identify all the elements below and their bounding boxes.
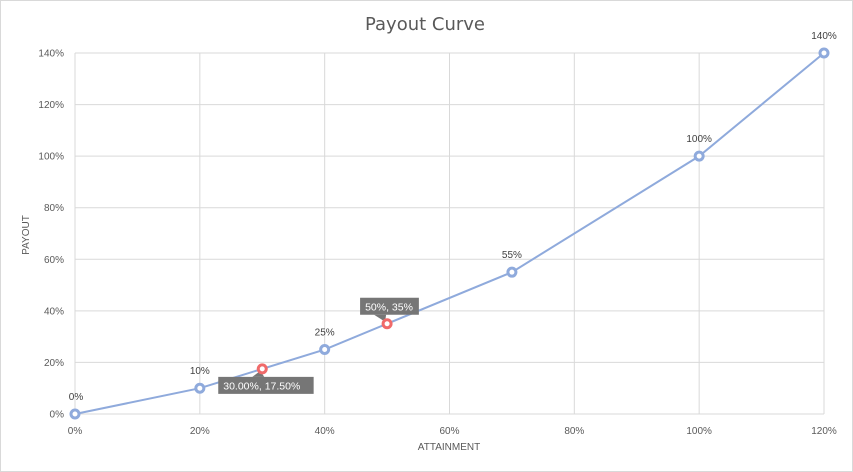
callout-label: 30.00%, 17.50% [223,380,300,392]
x-tick-label: 0% [68,426,83,437]
x-tick-label: 40% [315,426,335,437]
x-tick-label: 80% [564,426,584,437]
x-tick-label: 20% [190,426,210,437]
data-label: 0% [69,392,84,403]
data-label: 55% [502,250,522,261]
y-tick-label: 40% [44,306,64,317]
y-tick-label: 80% [44,203,64,214]
highlight-point[interactable] [381,318,393,330]
x-tick-label: 120% [811,426,837,437]
highlight-callout: 50%, 35% [360,297,419,322]
data-point[interactable] [194,382,206,394]
data-label: 10% [190,366,210,377]
y-tick-label: 60% [44,255,64,266]
y-tick-label: 100% [38,152,64,163]
gridlines [74,52,825,415]
callout-box [218,376,314,394]
callout-box [360,297,419,315]
data-point[interactable] [506,266,518,278]
data-point[interactable] [319,344,331,356]
chart-title: Payout Curve [365,14,485,35]
y-tick-label: 120% [38,100,64,111]
data-label: 25% [315,328,335,339]
x-axis-title: ATTAINMENT [418,442,480,453]
y-tick-label: 20% [44,358,64,369]
y-tick-label: 140% [38,49,64,60]
highlight-callout: 30.00%, 17.50% [218,370,314,394]
y-axis-title: PAYOUT [21,215,32,255]
data-point[interactable] [693,150,705,162]
data-point[interactable] [818,47,830,59]
data-point[interactable] [69,408,81,420]
data-label: 140% [811,31,837,42]
data-label: 100% [686,134,712,145]
axis-tick-labels: 0% 20% 40% 60% 80% 100% 120% 140% 0% 20% 40% 60% 80%… [38,49,836,438]
series-payout: 0% 10% 25% 55% 100% 140% [69,31,837,420]
y-tick-label: 0% [50,410,65,421]
x-tick-label: 60% [439,426,459,437]
callout-label: 50%, 35% [365,301,413,313]
highlight-point[interactable] [256,363,268,375]
highlight-points: 30.00%, 17.50% 50%, 35% [218,297,419,394]
x-tick-label: 100% [686,426,712,437]
